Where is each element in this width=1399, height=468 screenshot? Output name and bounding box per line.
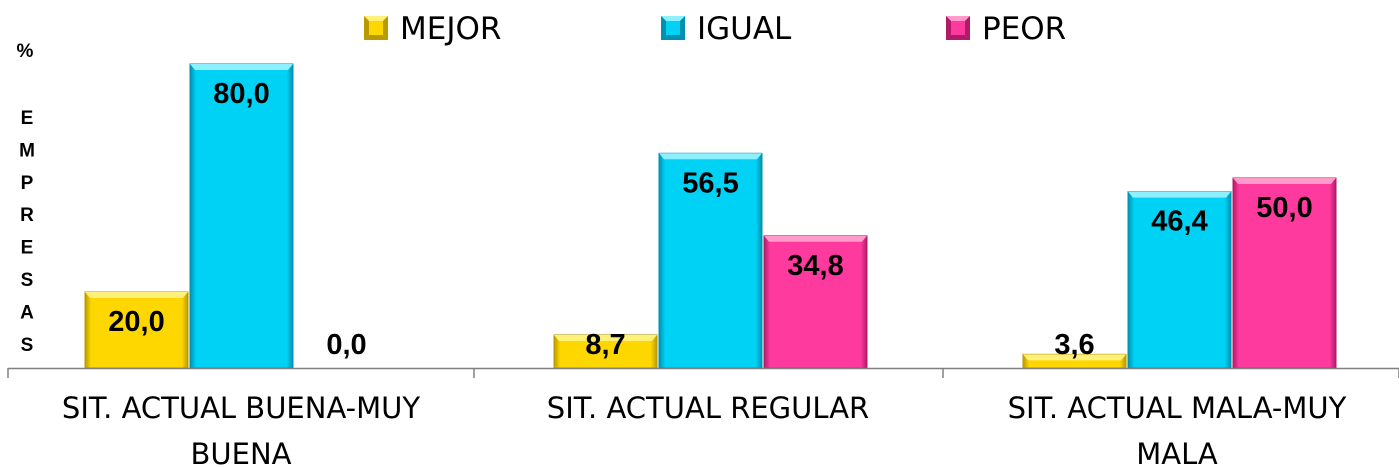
y-axis-label-letter: P [21,173,34,194]
legend-swatch-bevel-top [364,16,388,21]
data-label: 80,0 [213,78,269,110]
legend-label: MEJOR [400,11,501,47]
legend-swatch-bevel-top [661,16,685,21]
y-axis-label-letter: S [21,270,34,291]
bar-top-bevel [554,334,657,341]
category-label: SIT. ACTUAL MALA-MUY [1008,391,1347,425]
y-axis-label-letter: A [20,302,34,323]
legend-swatch-bevel-left [364,16,369,40]
legend-label: PEOR [982,11,1066,47]
data-label: 56,5 [682,167,738,199]
legend-swatch-bevel-right [965,16,970,40]
bar-mejor [1022,353,1127,369]
legend-swatch-bevel-right [680,16,685,40]
y-axis-label-letter: R [20,205,34,226]
legend-swatch-bevel-top [946,16,970,21]
bar-body [658,152,763,369]
legend-swatch-bevel-left [946,16,951,40]
category-label: MALA [1136,437,1218,468]
bar-top-bevel [190,64,293,70]
y-axis-label-letter: E [21,108,34,129]
legend-label: IGUAL [697,11,792,47]
data-label: 3,6 [1054,329,1094,361]
legend-swatch-bevel-right [383,16,388,40]
bar-peor [1232,177,1337,369]
bar-top-bevel [85,292,188,298]
data-label: 8,7 [585,329,625,361]
category-label: SIT. ACTUAL REGULAR [547,391,869,425]
legend-item-igual: IGUAL [661,11,792,47]
legend-item-peor: PEOR [946,11,1066,47]
y-axis-label-letter: E [21,238,34,259]
y-axis-label-letter: S [21,335,34,356]
data-label: 46,4 [1151,206,1207,238]
y-axis-label-letter: M [19,140,35,161]
bar-top-bevel [1128,191,1231,198]
bar-body [763,235,868,369]
category-label: BUENA [191,437,292,468]
y-axis-label-percent: % [17,41,34,62]
bar-peor [763,235,868,369]
x-axis [7,367,1399,378]
legend-swatch-bevel-bottom [364,35,388,40]
legend-swatch-bevel-bottom [661,35,685,40]
data-label: 50,0 [1256,192,1312,224]
legend-swatch-bevel-bottom [946,35,970,40]
bar-mejor [553,334,658,369]
legend: MEJOR IGUAL PEOR [364,11,1066,47]
bar-top-bevel [1023,354,1126,361]
bar-body [84,291,189,369]
data-label: 20,0 [108,306,164,338]
data-label: 0,0 [326,329,366,361]
bar-top-bevel [764,235,867,242]
bar-top-bevel [1233,178,1336,184]
data-label: 34,8 [787,250,843,282]
category-labels: SIT. ACTUAL BUENA-MUY BUENA SIT. ACTUAL RE… [62,391,1347,468]
data-labels: 20,0 80,0 0,0 8,7 56,5 34,8 3,6 46,4 50,0 [108,78,1312,361]
bar-top-bevel [659,153,762,160]
legend-item-mejor: MEJOR [364,11,501,47]
bar-igual [189,63,294,369]
bars [84,63,1337,369]
category-label: SIT. ACTUAL BUENA-MUY [62,391,420,425]
bar-body [1127,191,1232,369]
bar-igual [1127,191,1232,369]
legend-swatch-bevel-left [661,16,666,40]
bar-mejor [84,291,189,369]
bar-igual [658,152,763,369]
bar-body [1232,177,1337,369]
